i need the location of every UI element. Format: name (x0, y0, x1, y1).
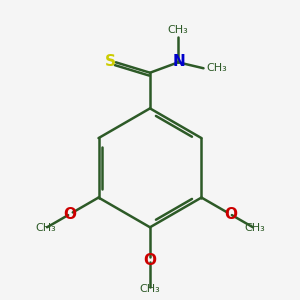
Text: O: O (143, 253, 157, 268)
Text: S: S (105, 54, 116, 69)
Text: O: O (63, 207, 76, 222)
Text: CH₃: CH₃ (168, 25, 189, 35)
Text: N: N (172, 54, 185, 69)
Text: CH₃: CH₃ (206, 63, 226, 73)
Text: O: O (224, 207, 237, 222)
Text: CH₃: CH₃ (140, 284, 160, 293)
Text: CH₃: CH₃ (244, 223, 265, 233)
Text: CH₃: CH₃ (35, 223, 56, 233)
